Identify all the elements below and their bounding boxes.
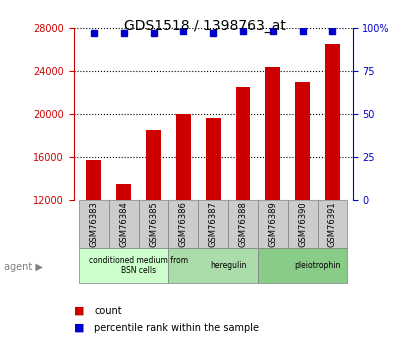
Bar	[116, 184, 131, 329]
Text: GSM76383: GSM76383	[89, 201, 98, 247]
Text: percentile rank within the sample: percentile rank within the sample	[94, 323, 258, 333]
FancyBboxPatch shape	[138, 200, 168, 248]
Text: ■: ■	[74, 306, 84, 315]
Bar	[235, 87, 250, 329]
Text: ■: ■	[74, 323, 84, 333]
FancyBboxPatch shape	[79, 248, 168, 283]
FancyBboxPatch shape	[168, 200, 198, 248]
FancyBboxPatch shape	[227, 200, 257, 248]
Text: heregulin: heregulin	[209, 261, 246, 270]
Text: count: count	[94, 306, 121, 315]
FancyBboxPatch shape	[198, 200, 227, 248]
Text: agent ▶: agent ▶	[4, 263, 43, 272]
FancyBboxPatch shape	[257, 200, 287, 248]
Text: GSM76385: GSM76385	[149, 201, 158, 247]
FancyBboxPatch shape	[108, 200, 138, 248]
Text: pleiotrophin: pleiotrophin	[294, 261, 340, 270]
Text: GSM76389: GSM76389	[267, 201, 276, 247]
Text: GSM76388: GSM76388	[238, 201, 247, 247]
Bar	[294, 81, 309, 329]
Text: GSM76391: GSM76391	[327, 201, 336, 247]
FancyBboxPatch shape	[257, 248, 346, 283]
Bar	[86, 160, 101, 329]
Bar	[175, 114, 190, 329]
Text: GDS1518 / 1398763_at: GDS1518 / 1398763_at	[124, 19, 285, 33]
Text: GSM76386: GSM76386	[178, 201, 187, 247]
Text: GSM76387: GSM76387	[208, 201, 217, 247]
Text: conditioned medium from
BSN cells: conditioned medium from BSN cells	[89, 256, 188, 275]
Bar	[265, 68, 280, 329]
FancyBboxPatch shape	[168, 248, 257, 283]
FancyBboxPatch shape	[79, 200, 108, 248]
FancyBboxPatch shape	[287, 200, 317, 248]
Text: GSM76384: GSM76384	[119, 201, 128, 247]
FancyBboxPatch shape	[317, 200, 346, 248]
Bar	[146, 130, 161, 329]
Text: GSM76390: GSM76390	[297, 201, 306, 247]
Bar	[324, 44, 339, 329]
Bar	[205, 118, 220, 329]
